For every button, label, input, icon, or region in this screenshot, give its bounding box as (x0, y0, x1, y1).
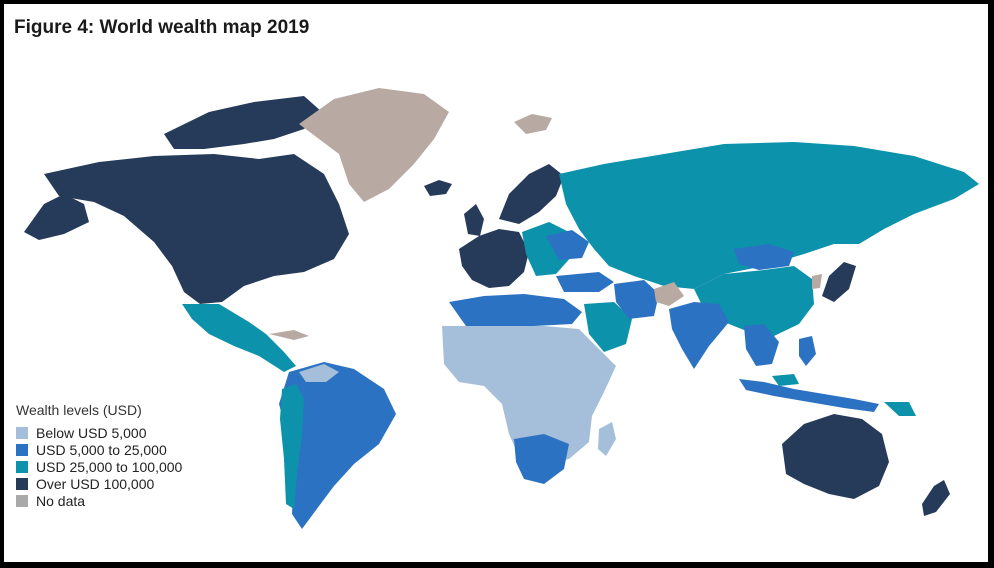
region-arctic-islands (164, 96, 322, 149)
region-japan (822, 262, 856, 302)
legend-label: Below USD 5,000 (36, 424, 147, 441)
legend-swatch (16, 443, 28, 456)
legend-swatch (16, 494, 28, 507)
legend-label: USD 5,000 to 25,000 (36, 441, 167, 458)
region-madagascar (598, 422, 616, 456)
region-cuba (269, 330, 309, 340)
region-africa (442, 326, 616, 464)
figure-title: Figure 4: World wealth map 2019 (14, 17, 310, 38)
region-south-america (279, 362, 396, 529)
region-australia (782, 414, 889, 499)
legend-label: Over USD 100,000 (36, 475, 155, 492)
region-arabia (584, 302, 632, 352)
world-map (24, 88, 979, 529)
region-indonesia (739, 379, 879, 412)
region-ukraine (546, 230, 589, 260)
region-new-zealand (922, 480, 950, 516)
region-turkey (556, 272, 614, 292)
region-india (669, 302, 729, 369)
legend-item-below-5000: Below USD 5,000 (16, 424, 182, 441)
map-legend: Wealth levels (USD) Below USD 5,000 USD … (16, 402, 182, 509)
legend-item-no-data: No data (16, 492, 182, 509)
region-korea (812, 274, 822, 289)
region-svalbard (514, 114, 552, 134)
legend-swatch (16, 426, 28, 439)
region-philippines (799, 336, 816, 366)
region-russia (559, 142, 979, 289)
region-venezuela (299, 364, 339, 382)
region-iran (614, 280, 659, 319)
region-andes (280, 384, 304, 509)
region-southern-africa (514, 434, 569, 484)
legend-item-25000-100000: USD 25,000 to 100,000 (16, 458, 182, 475)
region-scandinavia (499, 164, 564, 224)
region-southeast-asia (744, 324, 779, 366)
region-mexico (182, 304, 296, 372)
region-alaska (24, 194, 89, 240)
legend-title: Wealth levels (USD) (16, 402, 142, 418)
figure-frame: Figure 4: World wealth map 2019 (4, 4, 988, 562)
legend-swatch (16, 460, 28, 473)
region-north-africa (449, 294, 582, 326)
region-uk (464, 204, 484, 236)
region-north-america (44, 154, 349, 304)
region-afghanistan (654, 282, 684, 306)
region-mongolia (734, 244, 794, 270)
region-png (884, 402, 916, 416)
region-iceland (424, 180, 452, 196)
legend-item-over-100000: Over USD 100,000 (16, 475, 182, 492)
legend-swatch (16, 477, 28, 490)
legend-label: No data (36, 492, 86, 509)
legend-item-5000-25000: USD 5,000 to 25,000 (16, 441, 182, 458)
region-malaysia (772, 374, 799, 386)
region-western-europe (459, 229, 529, 288)
region-greenland (299, 88, 449, 202)
legend-label: USD 25,000 to 100,000 (36, 458, 183, 475)
